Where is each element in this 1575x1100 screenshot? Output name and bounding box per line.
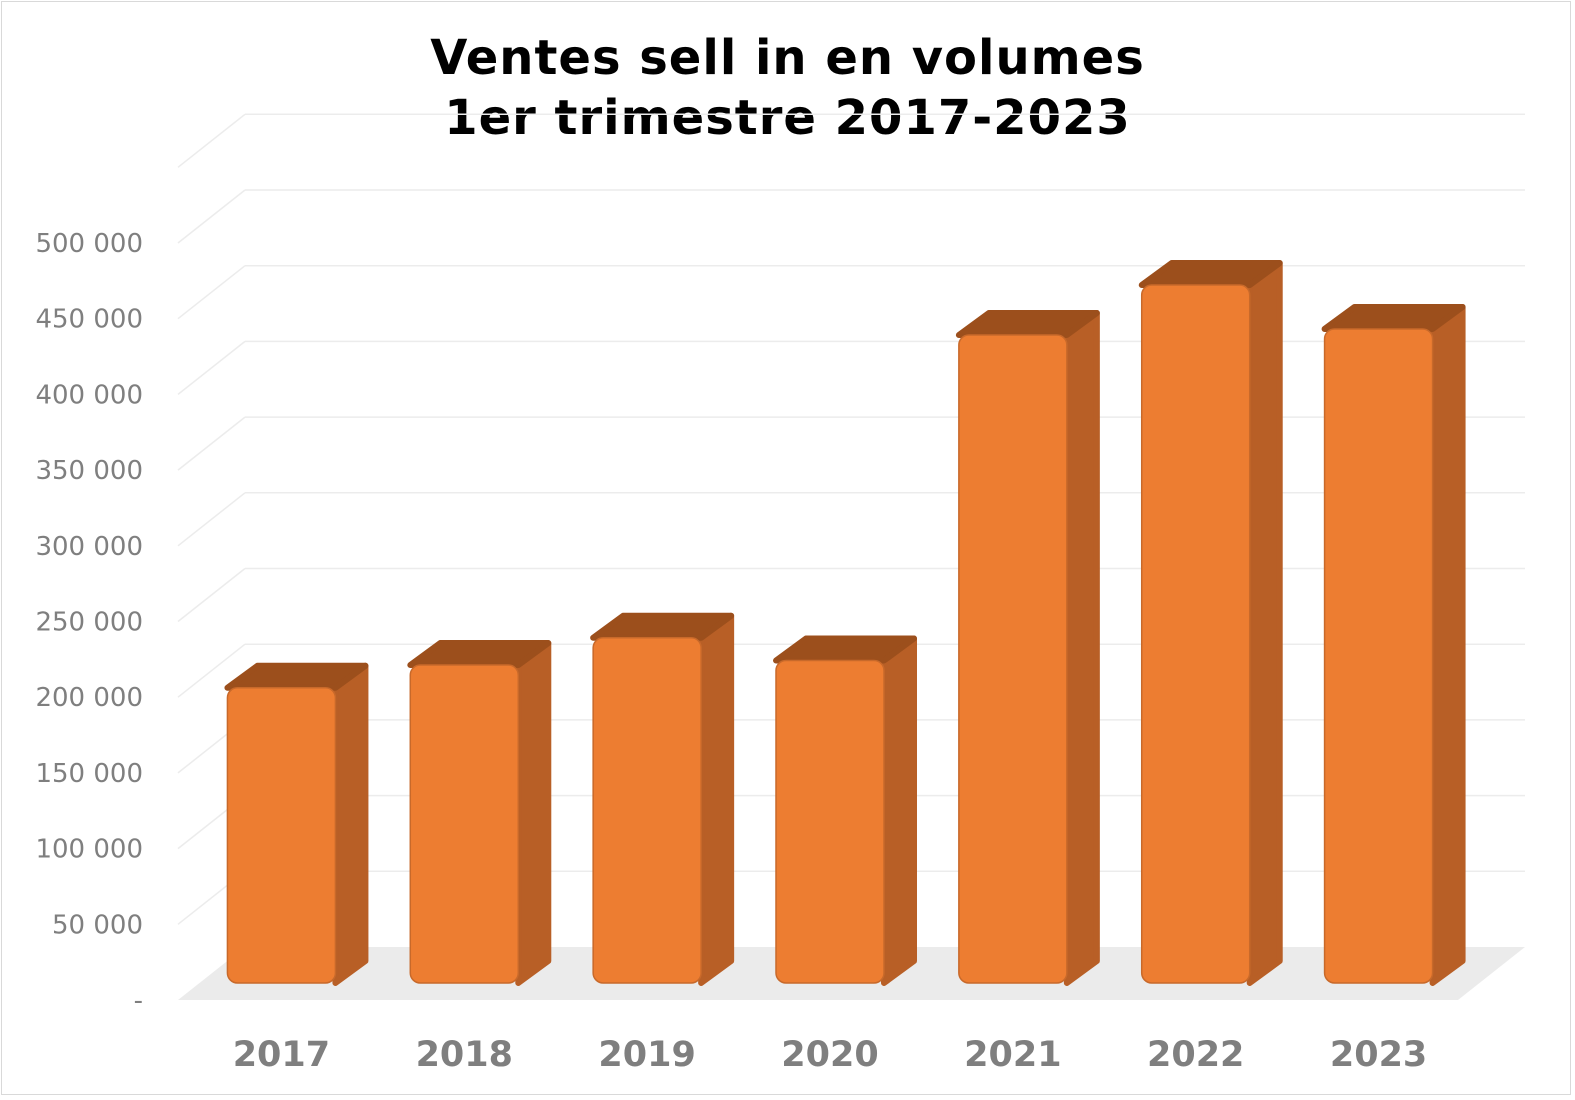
bar-2019 (590, 612, 735, 986)
gridline-diagonal (177, 265, 246, 320)
x-tick-label: 2022 (1147, 1035, 1244, 1075)
bar-front (1323, 328, 1434, 984)
bar-front (409, 664, 520, 984)
bar-2021 (955, 310, 1100, 986)
x-tick-label: 2018 (416, 1035, 513, 1075)
bar-side (332, 662, 369, 986)
y-tick-label: 450 000 (35, 305, 143, 335)
y-tick-label: 200 000 (35, 683, 143, 713)
bar-2022 (1138, 260, 1283, 986)
x-tick-label: 2023 (1330, 1035, 1427, 1075)
gridline-diagonal (177, 340, 246, 395)
gridline-diagonal (177, 567, 246, 623)
gridline-diagonal (177, 643, 246, 698)
bar-front (775, 659, 885, 984)
gridline-diagonal (177, 189, 246, 244)
bar-2020 (773, 635, 917, 986)
y-tick-label: 350 000 (35, 456, 143, 486)
gridline-diagonal (177, 492, 246, 547)
bar-side (1246, 260, 1283, 986)
bar-side (1429, 303, 1466, 986)
y-tick-label: 400 000 (35, 380, 143, 410)
bar-top (407, 640, 552, 669)
bar-top (773, 635, 917, 664)
y-tick-label: 300 000 (35, 532, 143, 562)
y-tick-label: 250 000 (35, 608, 143, 638)
bar-top (1321, 303, 1466, 332)
bar-top (224, 662, 369, 691)
bar-top (1138, 260, 1283, 289)
y-tick-label: 100 000 (35, 835, 143, 865)
bar-side (698, 612, 735, 986)
y-tick-label: - (134, 986, 143, 1016)
x-tick-label: 2019 (598, 1035, 695, 1075)
bar-front (226, 687, 337, 984)
gridline-diagonal (177, 416, 246, 471)
bar-top (590, 612, 735, 641)
gridline-diagonal (177, 113, 246, 168)
bar-front (592, 637, 702, 984)
chart-title-line-2: 1er trimestre 2017-2023 (444, 90, 1131, 146)
chart-title-line-1: Ventes sell in en volumes (430, 30, 1145, 86)
bar-front (1140, 284, 1251, 984)
bar-front (958, 334, 1068, 984)
x-tick-label: 2017 (233, 1035, 330, 1075)
y-tick-label: 50 000 (52, 910, 143, 940)
y-tick-label: 500 000 (35, 229, 143, 259)
bar-2018 (407, 640, 552, 986)
x-tick-label: 2020 (781, 1035, 878, 1075)
bar-2023 (1321, 303, 1466, 986)
y-tick-label: 150 000 (35, 759, 143, 789)
bar-side (1063, 310, 1100, 986)
chart-title: Ventes sell in en volumes 1er trimestre … (0, 28, 1575, 148)
x-tick-label: 2021 (964, 1035, 1061, 1075)
bar-2017 (224, 662, 369, 986)
bar-side (515, 640, 552, 986)
bar-top (955, 310, 1100, 339)
bar-side (881, 635, 917, 986)
